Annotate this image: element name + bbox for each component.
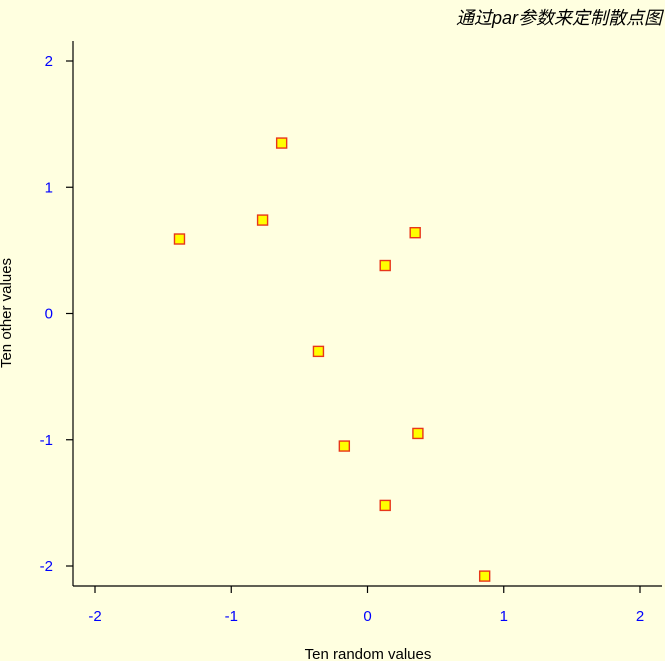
data-point	[173, 233, 186, 245]
data-point	[379, 259, 391, 272]
x-axis-label: Ten random values	[305, 646, 432, 661]
data-point	[275, 137, 288, 149]
chart-title: 通过par参数来定制散点图	[456, 8, 665, 28]
x-tick-label: -2	[88, 608, 101, 625]
x-tick-label: 1	[500, 608, 508, 625]
y-axis-label: Ten other values	[0, 258, 15, 368]
x-tick-label: -1	[225, 608, 238, 625]
data-point	[412, 427, 424, 440]
y-axis-ticks: -2 -1 0 1 2	[40, 53, 73, 575]
x-tick-label: 2	[636, 608, 644, 625]
data-point	[338, 440, 351, 452]
data-point	[409, 226, 421, 239]
data-point	[478, 570, 491, 582]
y-tick-label: 0	[45, 306, 53, 323]
data-point	[256, 214, 269, 226]
data-point	[379, 499, 391, 512]
data-points	[173, 137, 491, 582]
y-tick-label: 2	[45, 53, 53, 70]
plot-axes	[72, 41, 662, 587]
x-axis-ticks: -2 -1 0 1 2	[88, 586, 644, 625]
y-tick-label: -1	[40, 432, 53, 449]
y-tick-label: -2	[40, 558, 53, 575]
y-tick-label: 1	[45, 179, 53, 196]
data-point	[312, 345, 325, 358]
x-tick-label: 0	[363, 608, 371, 625]
